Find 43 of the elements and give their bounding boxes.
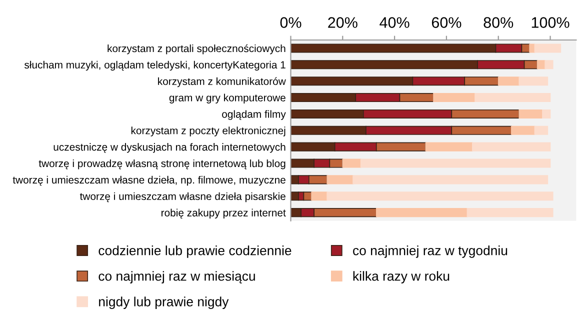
bar bbox=[529, 44, 536, 53]
y-tick-label: uczestniczę w dyskusjach na forach internetowych bbox=[54, 143, 286, 153]
y-tick-label: korzystam z komunikatorów bbox=[158, 77, 286, 88]
bar bbox=[518, 109, 543, 118]
y-tick-label: tworzę i prowadzę własną stronę internetową lub blog bbox=[38, 160, 286, 170]
y-tick-label: słucham muzyki, oglądam teledyski, koncertyKategoria 1 bbox=[24, 60, 286, 71]
bar bbox=[311, 192, 328, 201]
x-tick-label: 0% bbox=[280, 17, 302, 28]
x-tick-label: 100% bbox=[532, 17, 570, 28]
legend-label: co najmniej raz w miesiącu bbox=[98, 271, 255, 284]
y-tick-label: robię zakupy przez internet bbox=[162, 208, 286, 219]
bar bbox=[466, 208, 554, 218]
bar bbox=[510, 126, 536, 135]
bar bbox=[342, 158, 362, 168]
y-tick-label: gram w gry komputerowe bbox=[169, 94, 286, 104]
x-tick-label: 80% bbox=[484, 17, 514, 28]
bar bbox=[498, 76, 520, 86]
x-tick-label: 40% bbox=[380, 17, 410, 28]
bar bbox=[534, 44, 562, 53]
x-tick-label: 60% bbox=[432, 17, 462, 28]
bar bbox=[425, 142, 473, 152]
bar bbox=[542, 109, 551, 118]
y-tick-label: tworzę i umieszczam własne dzieła, np. filmowe, muzyczne bbox=[12, 176, 286, 186]
bar bbox=[326, 192, 554, 201]
y-tick-label: korzystam z poczty elektronicznej bbox=[131, 126, 286, 136]
y-tick-label: tworzę i umieszczam własne dzieła pisarskie bbox=[80, 192, 286, 202]
bar bbox=[518, 76, 548, 86]
legend-label: codziennie lub prawie codziennie bbox=[98, 246, 292, 258]
bar bbox=[352, 175, 548, 184]
legend-label: kilka razy w roku bbox=[353, 271, 450, 284]
bar bbox=[360, 158, 551, 168]
x-tick-label: 20% bbox=[328, 17, 358, 28]
y-tick-label: korzystam z portali społecznościowych bbox=[108, 44, 286, 54]
bar bbox=[376, 208, 468, 218]
y-tick-label: oglądam filmy bbox=[222, 110, 286, 120]
bar bbox=[544, 60, 554, 70]
bar bbox=[433, 93, 476, 102]
bar bbox=[474, 93, 551, 102]
bar bbox=[472, 142, 551, 152]
bar bbox=[534, 126, 548, 135]
legend-label: co najmniej raz w tygodniu bbox=[353, 246, 508, 258]
bar bbox=[326, 175, 354, 184]
legend-label: nigdy lub prawie nigdy bbox=[99, 296, 229, 309]
